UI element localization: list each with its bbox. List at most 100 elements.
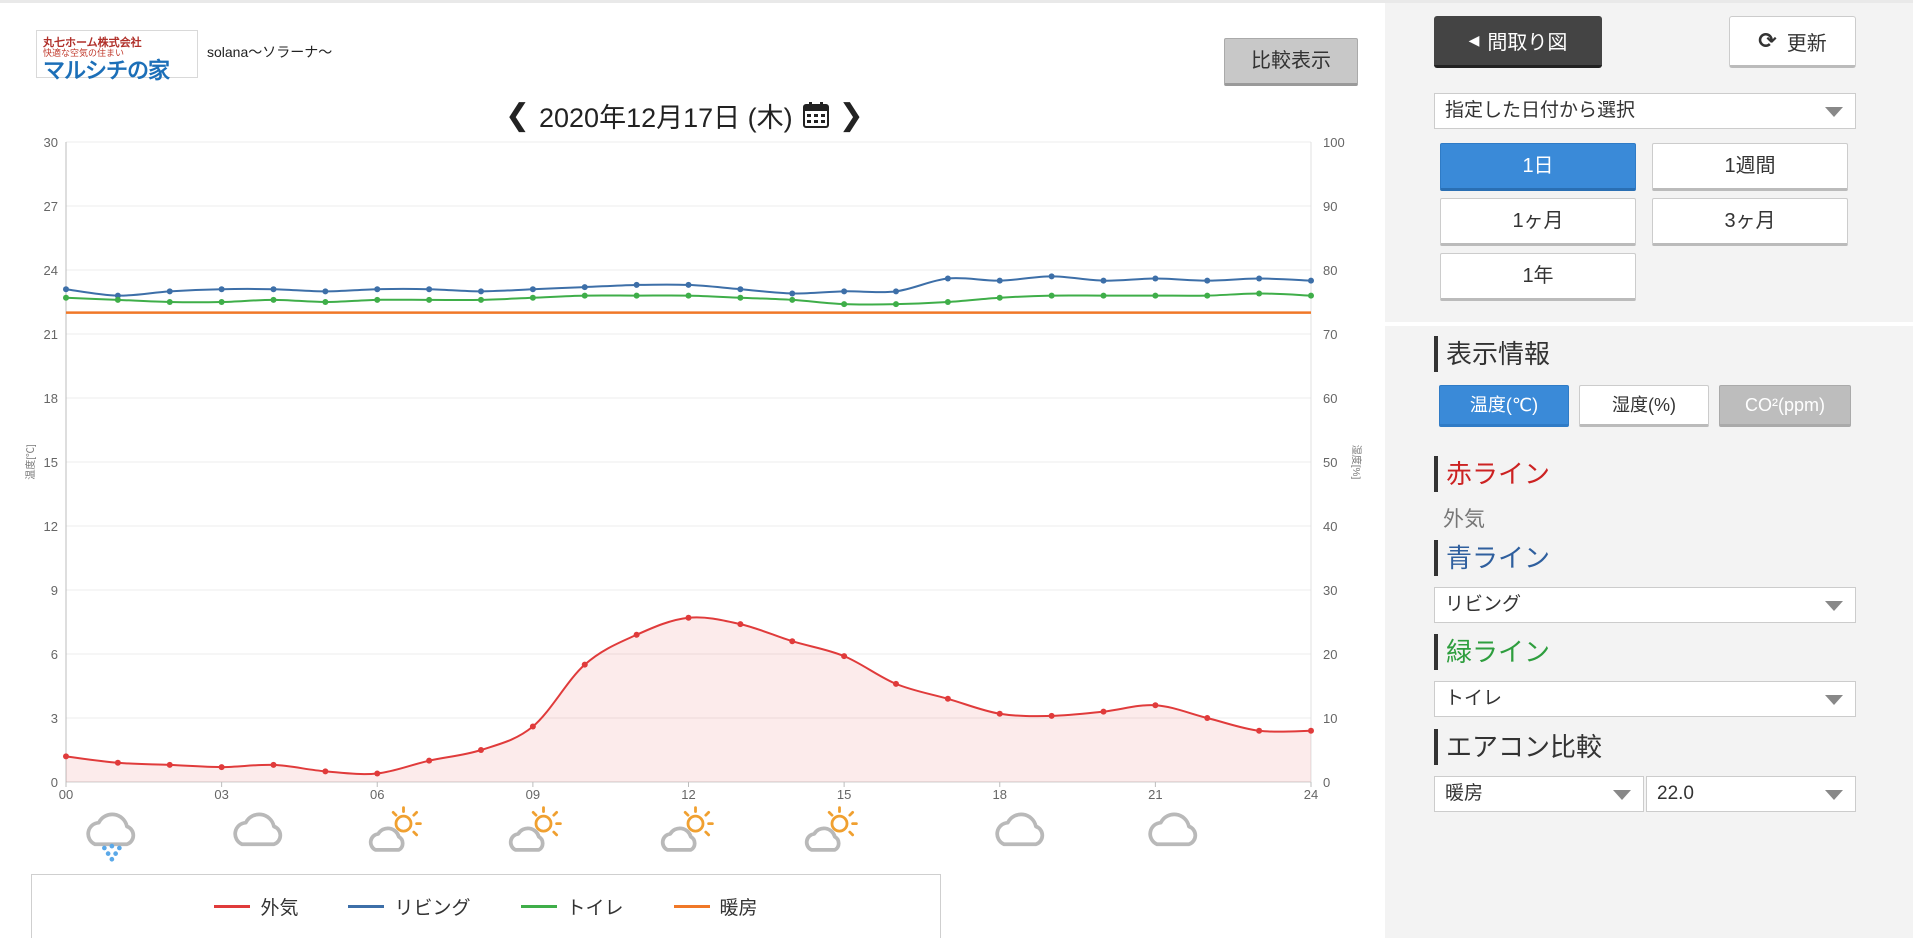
- green-line-value: トイレ: [1445, 688, 1503, 709]
- data-point: [685, 292, 692, 299]
- period-1day[interactable]: 1日: [1440, 143, 1636, 191]
- green-line-select[interactable]: トイレ: [1434, 681, 1856, 717]
- date-range-value: 指定した日付から選択: [1445, 100, 1636, 121]
- data-point: [581, 292, 588, 299]
- y2-tick-label: 40: [1323, 519, 1337, 534]
- data-point: [893, 680, 899, 687]
- y-tick-label: 18: [44, 391, 58, 406]
- legend-label: 外気: [260, 898, 299, 919]
- data-point: [1204, 277, 1211, 284]
- period-1month[interactable]: 1ヶ月: [1440, 198, 1636, 246]
- data-point: [529, 294, 536, 301]
- data-point: [944, 695, 951, 702]
- data-point: [1152, 275, 1159, 282]
- data-point: [581, 284, 588, 291]
- refresh-icon: ⟳: [1758, 28, 1777, 53]
- next-day-icon[interactable]: ❯: [838, 98, 864, 132]
- site-name: solana〜ソラーナ〜: [207, 44, 333, 60]
- section-divider: [1385, 322, 1913, 326]
- data-point: [581, 661, 588, 668]
- data-point: [63, 286, 69, 293]
- y2-tick-label: 50: [1323, 455, 1337, 470]
- type-co2[interactable]: CO²(ppm): [1719, 385, 1851, 427]
- control-panel: ◀ 間取り図 ⟳ 更新 指定した日付から選択 1日 1週間 1ヶ月 3ヶ月 1年…: [1385, 3, 1913, 938]
- legend-label: 暖房: [719, 898, 758, 919]
- refresh-button[interactable]: ⟳ 更新: [1729, 16, 1856, 68]
- snow-cloud-icon: [80, 803, 140, 863]
- cloud-sun-icon: [802, 803, 862, 863]
- data-point: [996, 277, 1003, 284]
- legend-item-outdoor[interactable]: 外気: [214, 893, 298, 920]
- legend-swatch: [348, 905, 385, 908]
- data-point: [1256, 290, 1263, 297]
- chevron-down-icon: [1613, 790, 1631, 800]
- floorplan-button[interactable]: ◀ 間取り図: [1434, 16, 1602, 68]
- data-point: [374, 296, 381, 303]
- legend-swatch: [214, 905, 251, 908]
- aircon-temp-value: 22.0: [1657, 783, 1694, 804]
- data-point: [63, 753, 69, 760]
- data-point: [529, 286, 536, 293]
- data-point: [63, 294, 69, 301]
- calendar-icon[interactable]: [802, 102, 829, 128]
- blue-line-value: リビング: [1445, 594, 1522, 615]
- period-1year[interactable]: 1年: [1440, 253, 1636, 301]
- data-point: [1100, 708, 1107, 715]
- main-pane: 丸七ホーム株式会社 快適な空気の住まい マルシチの家 solana〜ソラーナ〜 …: [0, 3, 1385, 938]
- series-area-0: [66, 617, 1311, 782]
- legend-label: リビング: [394, 898, 471, 919]
- data-point: [1204, 715, 1211, 721]
- legend-item-toilet[interactable]: トイレ: [520, 893, 624, 920]
- data-point: [1048, 273, 1055, 280]
- y-axis-label: 温度[℃]: [24, 444, 37, 480]
- y2-tick-label: 30: [1323, 583, 1337, 598]
- data-point: [893, 288, 899, 295]
- data-point: [114, 292, 121, 299]
- legend-item-heating[interactable]: 暖房: [673, 893, 758, 920]
- y-tick-label: 27: [44, 199, 58, 214]
- chevron-down-icon: [1825, 790, 1843, 800]
- data-point: [737, 286, 744, 293]
- data-point: [478, 296, 484, 303]
- data-point: [1100, 277, 1107, 284]
- aircon-temp-select[interactable]: 22.0: [1646, 776, 1856, 812]
- x-tick-label: 06: [370, 787, 384, 802]
- date-range-select[interactable]: 指定した日付から選択: [1434, 93, 1856, 129]
- period-3months[interactable]: 3ヶ月: [1652, 198, 1848, 246]
- y-tick-label: 21: [44, 327, 58, 342]
- cloud-icon: [989, 803, 1049, 863]
- date-label: 2020年12月17日 (木): [539, 102, 793, 133]
- data-point: [1256, 727, 1263, 734]
- x-tick-label: 15: [837, 787, 851, 802]
- prev-day-icon[interactable]: ❮: [505, 98, 531, 132]
- data-point: [478, 288, 484, 295]
- y2-tick-label: 20: [1323, 647, 1337, 662]
- x-tick-label: 09: [526, 787, 540, 802]
- y2-tick-label: 70: [1323, 327, 1337, 342]
- data-point: [218, 764, 225, 771]
- y-tick-label: 30: [44, 135, 58, 150]
- x-tick-label: 00: [59, 787, 73, 802]
- data-point: [685, 281, 692, 288]
- compare-button[interactable]: 比較表示: [1224, 38, 1358, 86]
- chart-legend: 外気 リビング トイレ 暖房: [31, 874, 941, 938]
- aircon-mode-select[interactable]: 暖房: [1434, 776, 1644, 812]
- blue-line-select[interactable]: リビング: [1434, 587, 1856, 623]
- legend-label: トイレ: [566, 898, 624, 919]
- type-temperature[interactable]: 温度(℃): [1439, 385, 1569, 427]
- data-point: [270, 296, 277, 303]
- date-navigator: ❮ 2020年12月17日 (木) ❯: [505, 95, 864, 135]
- cloud-sun-icon: [658, 803, 718, 863]
- data-point: [1256, 275, 1263, 282]
- y-tick-label: 24: [44, 263, 58, 278]
- data-point: [374, 770, 381, 777]
- y2-tick-label: 0: [1323, 775, 1330, 790]
- legend-item-living[interactable]: リビング: [348, 893, 471, 920]
- data-point: [166, 299, 173, 305]
- caret-left-icon: ◀: [1468, 32, 1480, 48]
- data-point: [1308, 277, 1314, 284]
- type-humidity[interactable]: 湿度(%): [1579, 385, 1709, 427]
- period-1week[interactable]: 1週間: [1652, 143, 1848, 191]
- data-point: [633, 281, 640, 288]
